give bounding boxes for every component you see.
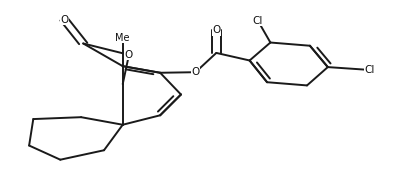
Text: Me: Me	[116, 33, 130, 43]
Text: O: O	[191, 67, 200, 77]
Text: O: O	[125, 50, 133, 60]
Text: Cl: Cl	[253, 16, 263, 26]
Text: O: O	[60, 15, 69, 25]
Text: Cl: Cl	[364, 65, 374, 75]
Text: O: O	[212, 25, 220, 35]
